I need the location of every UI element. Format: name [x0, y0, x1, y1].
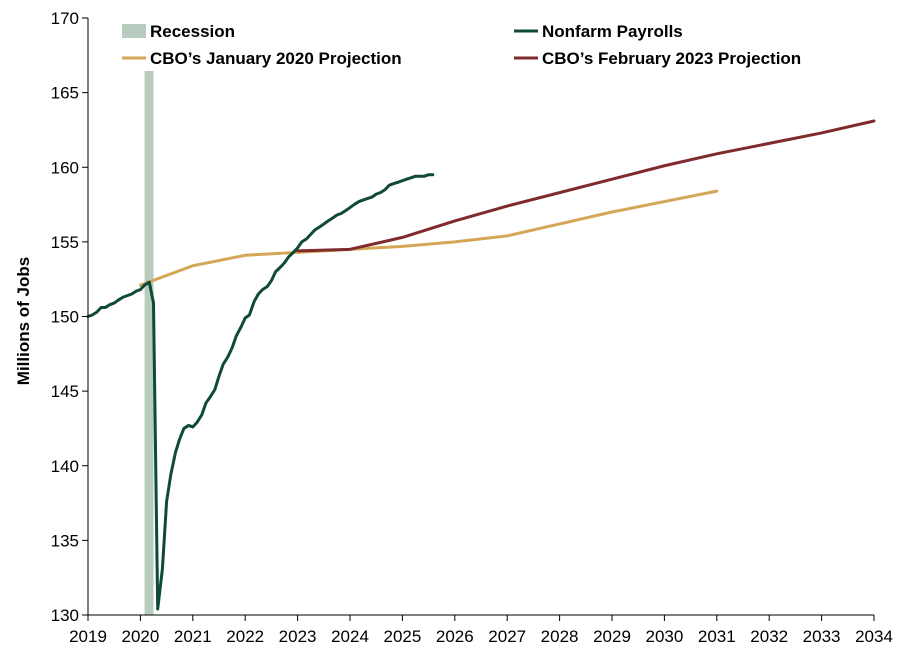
y-tick-label: 170	[51, 9, 79, 28]
axes-layer	[87, 18, 874, 616]
x-tick-label: 2019	[69, 627, 107, 646]
legend-swatch-recession	[122, 24, 146, 38]
x-tick-label: 2027	[488, 627, 526, 646]
x-tick-label: 2021	[174, 627, 212, 646]
x-tick-label: 2028	[541, 627, 579, 646]
series-line-2	[296, 119, 876, 253]
series-line-0	[86, 173, 435, 611]
y-tick-label: 140	[51, 457, 79, 476]
y-tick-label: 135	[51, 531, 79, 550]
x-tick-label: 2031	[698, 627, 736, 646]
y-tick-label: 165	[51, 84, 79, 103]
y-tick-label: 130	[51, 606, 79, 625]
legend-label-2: CBO’s January 2020 Projection	[150, 49, 402, 68]
x-tick-label: 2030	[645, 627, 683, 646]
x-tick-label: 2029	[593, 627, 631, 646]
x-tick-label: 2022	[226, 627, 264, 646]
legend-label-1: Nonfarm Payrolls	[542, 22, 683, 41]
y-tick-label: 145	[51, 382, 79, 401]
legend-label-0: Recession	[150, 22, 235, 41]
recession-layer	[144, 71, 154, 615]
x-tick-label: 2023	[279, 627, 317, 646]
x-tick-label: 2034	[855, 627, 893, 646]
legend-label-3: CBO’s February 2023 Projection	[542, 49, 801, 68]
recession-band	[144, 71, 154, 615]
y-tick-label: 155	[51, 233, 79, 252]
x-tick-label: 2020	[121, 627, 159, 646]
x-tick-label: 2026	[436, 627, 474, 646]
y-axis-title: Millions of Jobs	[14, 257, 33, 385]
ticks-layer: 130 135 140 145 150 155 160 165 170 2019 2020 2021 2…	[51, 9, 893, 646]
series-line-1	[138, 189, 719, 287]
y-tick-label: 150	[51, 308, 79, 327]
x-tick-label: 2025	[383, 627, 421, 646]
x-tick-label: 2033	[803, 627, 841, 646]
legend: Recession Nonfarm Payrolls CBO’s January 2…	[122, 22, 801, 68]
series-layer	[86, 119, 876, 611]
y-tick-label: 160	[51, 158, 79, 177]
x-tick-label: 2024	[331, 627, 369, 646]
x-tick-label: 2032	[750, 627, 788, 646]
